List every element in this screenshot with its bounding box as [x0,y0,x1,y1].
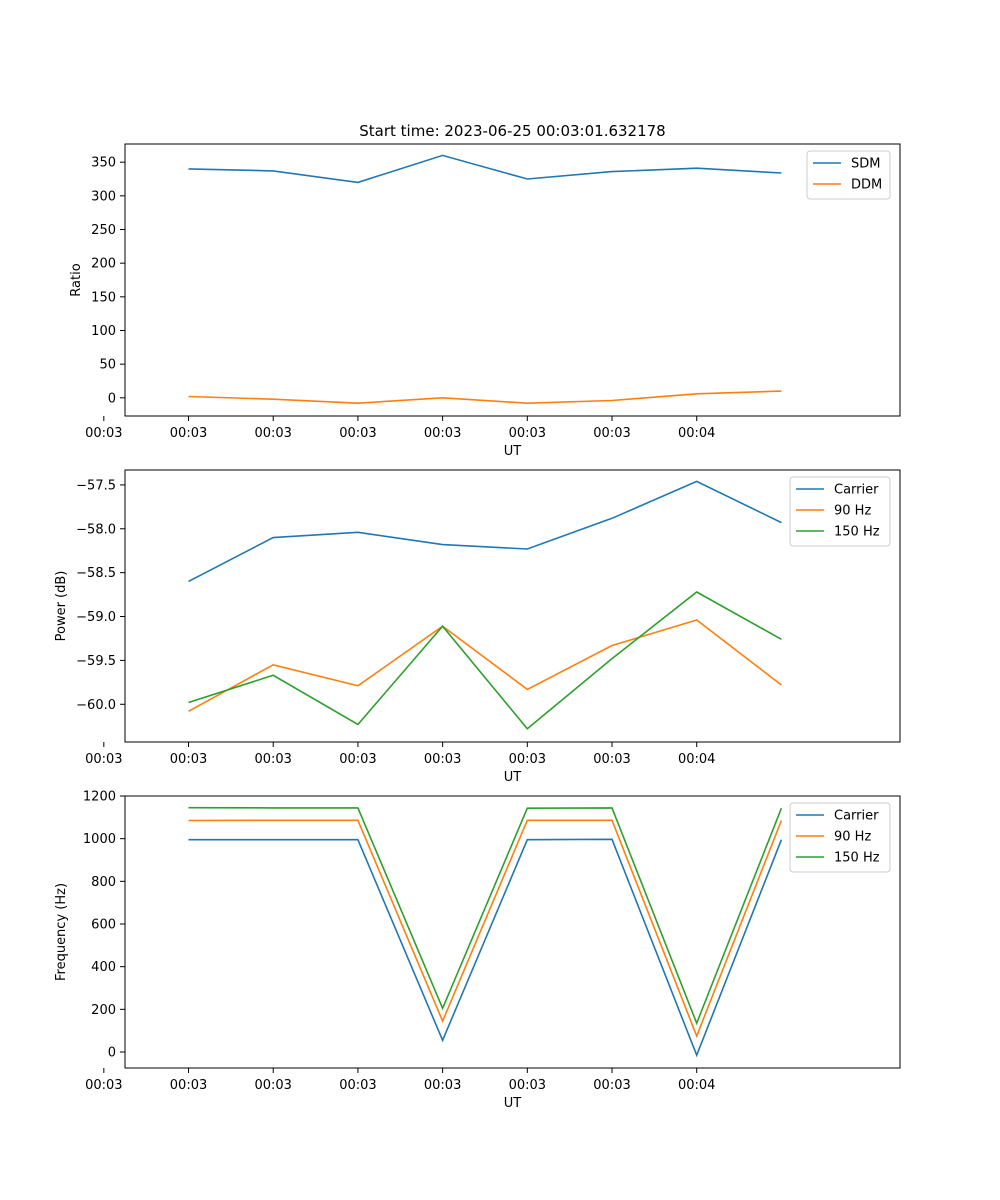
chart-3-x-tick-label: 00:03 [593,1078,630,1093]
chart-1-y-tick-label: 350 [91,156,116,171]
chart-3-y-tick-label: 800 [91,875,116,890]
chart-2-x-tick-label: 00:03 [85,752,122,767]
chart-1-y-tick-label: 150 [91,290,116,305]
chart-2-legend-label: 90 Hz [834,504,871,519]
chart-2-legend: Carrier 90 Hz 150 Hz [789,476,891,547]
chart-2-x-tick-label: 00:03 [339,752,376,767]
chart-3-y-axis-label: Frequency (Hz) [54,883,69,981]
chart-2-x-tick-label: 00:04 [678,752,715,767]
chart-1-y-tick-label: 100 [91,324,116,339]
chart-2-y-tick-label: −60.0 [76,698,116,713]
chart-1-legend-label: SDM [851,157,880,172]
chart-2-x-tick-label: 00:03 [509,752,546,767]
chart-3-y-tick-label: 1200 [83,790,116,805]
chart-panel-2: 00:03 00:03 00:03 00:03 00:03 00:03 00:03 00:04… [54,469,901,785]
chart-2-y-tick-label: −59.5 [76,654,116,669]
chart-3-legend: Carrier 90 Hz 150 Hz [789,802,891,873]
chart-panel-1: 00:03 00:03 00:03 00:03 00:03 00:03 00:03 00:04… [69,143,901,459]
chart-2-legend-label: Carrier [834,483,879,498]
chart-3-y-tick-label: 0 [108,1046,116,1061]
chart-2-y-axis-label: Power (dB) [54,571,69,642]
chart-2-legend-box [789,476,891,547]
chart-3-y-tick-label: 600 [91,918,116,933]
chart-1-y-tick-label: 0 [108,391,116,406]
chart-3-series-line-90-hz [188,819,783,1039]
chart-2-x-tick-label: 00:03 [170,752,207,767]
chart-2-legend-label: 150 Hz [834,525,880,540]
chart-1-x-axis-label: UT [504,444,522,459]
chart-3-x-tick-label: 00:03 [509,1078,546,1093]
chart-3-legend-label: 150 Hz [834,851,880,866]
chart-1-y-tick-label: 300 [91,189,116,204]
chart-2-plot-frame [124,469,901,743]
chart-3-x-tick-label: 00:03 [170,1078,207,1093]
chart-1-series-line-sdm [188,154,782,184]
chart-1-x-tick-label: 00:03 [593,426,630,441]
chart-1-x-tick-label: 00:03 [509,426,546,441]
chart-2-x-axis-label: UT [504,770,522,785]
chart-1-y-axis-label: Ratio [69,263,84,296]
chart-3-y-tick-label: 1000 [83,832,116,847]
chart-1-x-tick-label: 00:03 [254,426,291,441]
chart-2-x-tick-label: 00:03 [424,752,461,767]
chart-3-y-tick-label: 200 [91,1003,116,1018]
chart-3-x-tick-label: 00:03 [254,1078,291,1093]
chart-3-x-tick-label: 00:03 [424,1078,461,1093]
chart-2-x-tick-label: 00:03 [593,752,630,767]
chart-3-x-tick-label: 00:04 [678,1078,715,1093]
chart-3-legend-label: 90 Hz [834,830,871,845]
chart-3-x-tick-label: 00:03 [339,1078,376,1093]
chart-1-series-line-ddm [188,390,782,405]
chart-3-plot-frame [124,795,901,1069]
chart-1-x-tick-label: 00:03 [339,426,376,441]
chart-1-legend: SDM DDM [806,150,891,200]
chart-3-series-line-carrier [188,838,783,1058]
chart-2-y-tick-label: −57.5 [76,478,116,493]
chart-1-x-tick-label: 00:03 [85,426,122,441]
chart-1-y-tick-label: 250 [91,223,116,238]
chart-3-legend-box [789,802,891,873]
chart-1-x-tick-label: 00:03 [424,426,461,441]
chart-panel-3: 00:03 00:03 00:03 00:03 00:03 00:03 00:03 00:04… [54,790,901,1111]
chart-1-x-tick-label: 00:04 [678,426,715,441]
chart-1-plot-frame [124,143,901,417]
chart-panels: 00:03 00:03 00:03 00:03 00:03 00:03 00:03 00:04… [54,143,901,1111]
chart-2-series-line-90-hz [188,619,782,713]
chart-3-y-tick-label: 400 [91,960,116,975]
chart-1-y-tick-label: 200 [91,257,116,272]
chart-1-x-tick-label: 00:03 [170,426,207,441]
chart-3-x-axis-label: UT [504,1096,522,1111]
chart-3-x-tick-label: 00:03 [85,1078,122,1093]
chart-1-y-tick-label: 50 [99,358,116,373]
chart-2-y-tick-label: −58.5 [76,566,116,581]
chart-2-y-tick-label: −58.0 [76,522,116,537]
chart-2-series-line-150-hz [188,591,782,730]
chart-2-x-tick-label: 00:03 [254,752,291,767]
chart-2-y-tick-label: −59.0 [76,610,116,625]
chart-3-series-line-150-hz [188,806,783,1026]
chart-2-series-line-carrier [188,480,782,583]
chart-1-legend-label: DDM [851,178,882,193]
chart-3-legend-label: Carrier [834,809,879,824]
figure-title: Start time: 2023-06-25 00:03:01.632178 [359,122,665,140]
